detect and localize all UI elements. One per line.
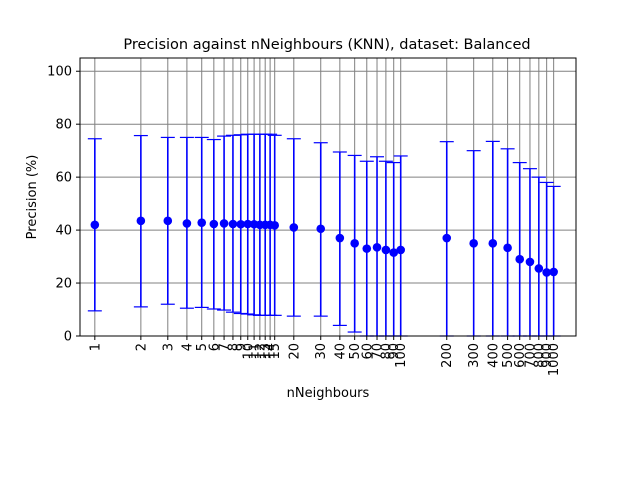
x-tick-label: 1000	[547, 343, 562, 376]
x-tick-label: 9	[234, 343, 249, 351]
data-point	[228, 219, 238, 229]
x-tick-label: 20	[287, 343, 302, 360]
x-tick-label: 80	[379, 343, 394, 360]
x-tick-label: 7	[218, 343, 233, 351]
x-tick-label: 90	[387, 343, 402, 360]
data-point	[442, 233, 452, 243]
data-point	[236, 219, 246, 229]
data-point	[488, 239, 498, 248]
grid	[80, 58, 576, 337]
data-point	[525, 257, 535, 267]
data-point	[136, 216, 146, 226]
x-tick-label: 10	[241, 343, 256, 360]
x-tick-label: 40	[333, 343, 348, 360]
error-bars	[87, 133, 561, 337]
data-point	[316, 224, 326, 234]
x-tick-label: 13	[259, 343, 274, 360]
x-tick-label: 700	[523, 343, 538, 368]
y-axis-label: Precision (%)	[25, 155, 40, 240]
data-point	[209, 219, 219, 229]
data-point	[335, 233, 345, 243]
x-tick-label: 8	[226, 343, 241, 351]
x-tick-label: 11	[248, 343, 263, 360]
data-point	[197, 218, 207, 227]
y-axis: 0 20 40 60 80 100	[47, 65, 80, 345]
data-point	[350, 239, 359, 248]
x-axis-label: nNeighbours	[287, 386, 370, 401]
x-tick-label: 600	[513, 343, 528, 368]
y-tick-label: 80	[55, 118, 72, 133]
data-point	[534, 264, 544, 273]
y-tick-label: 0	[64, 330, 72, 345]
data-point	[381, 245, 391, 255]
data-point	[243, 219, 253, 229]
data-point	[542, 268, 551, 277]
x-tick-label: 500	[501, 343, 516, 368]
x-tick-label: 800	[532, 343, 547, 368]
x-tick-label: 60	[360, 343, 375, 360]
x-tick-label: 30	[314, 343, 329, 360]
x-tick-label: 200	[440, 343, 455, 368]
y-tick-label: 40	[55, 224, 72, 239]
x-tick-label: 12	[253, 343, 268, 360]
data-point	[219, 219, 229, 228]
x-tick-label: 6	[207, 343, 222, 351]
y-tick-label: 100	[47, 65, 72, 80]
data-point	[90, 220, 100, 230]
data-point	[503, 243, 512, 253]
data-point	[163, 216, 173, 226]
data-point	[396, 245, 406, 255]
x-tick-label: 3	[161, 343, 176, 351]
x-tick-label: 400	[486, 343, 501, 368]
data-point	[182, 219, 192, 228]
data-points	[90, 216, 558, 277]
x-tick-label: 2	[134, 343, 149, 351]
x-tick-label: 1	[88, 343, 103, 351]
data-point	[372, 243, 382, 252]
x-tick-label: 5	[195, 343, 210, 351]
y-tick-label: 60	[55, 171, 72, 186]
data-point	[515, 254, 525, 264]
data-point	[389, 248, 399, 257]
x-tick-label: 15	[268, 343, 283, 360]
data-point	[270, 221, 279, 230]
y-tick-label: 20	[55, 277, 72, 292]
data-point	[289, 223, 299, 232]
data-point	[362, 244, 372, 253]
x-tick-label: 300	[467, 343, 482, 368]
x-tick-label: 4	[180, 343, 195, 351]
x-tick-label: 70	[371, 343, 386, 360]
chart-title: Precision against nNeighbours (KNN), dat…	[123, 37, 530, 53]
x-tick-label: 50	[348, 343, 363, 360]
x-tick-label: 100	[394, 343, 409, 368]
x-tick-label: 900	[540, 343, 555, 368]
plot-frame	[79, 57, 577, 337]
data-point	[469, 239, 478, 248]
x-tick-label: 14	[264, 343, 279, 360]
data-point	[549, 267, 558, 277]
